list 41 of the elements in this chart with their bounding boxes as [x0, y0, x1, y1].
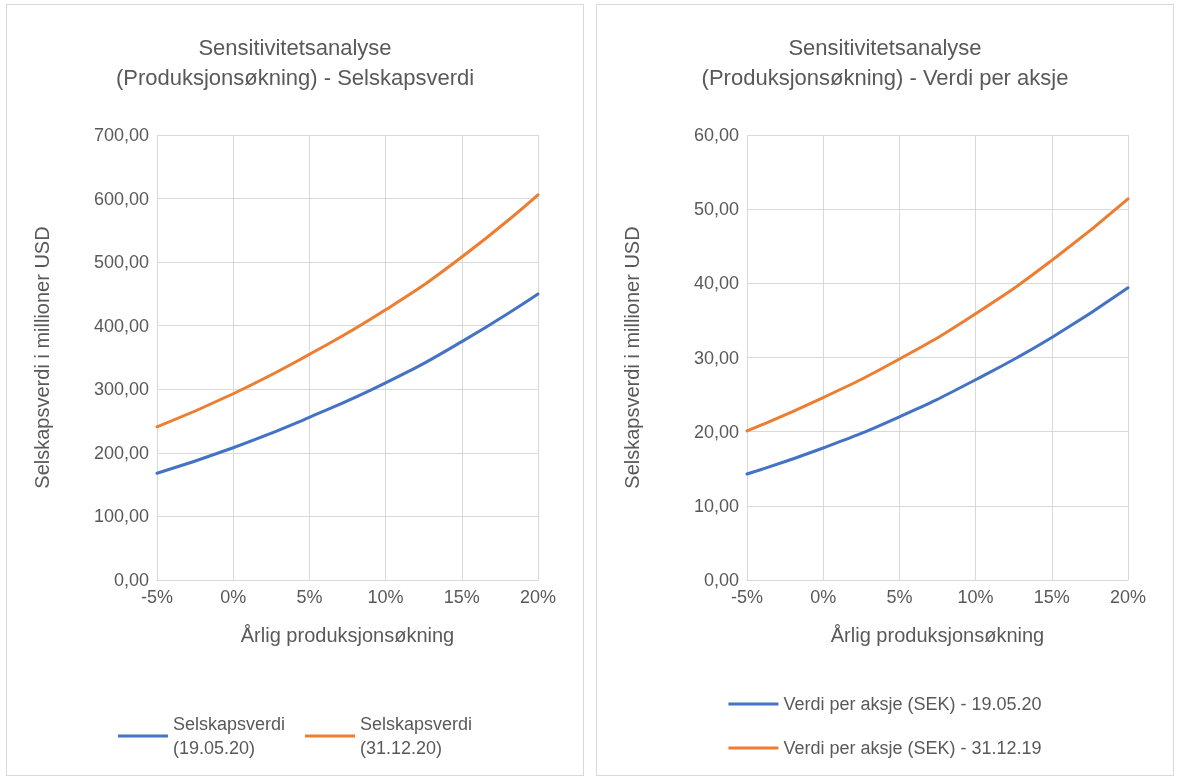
legend-label: Verdi per aksje (SEK) - 31.12.19 — [783, 738, 1042, 758]
x-tick-label: 10% — [957, 587, 994, 607]
y-tick-label: 500,00 — [93, 252, 149, 273]
line-series — [155, 193, 540, 429]
x-tick-label: 15% — [443, 587, 480, 607]
x-tick-label: 5% — [296, 587, 323, 607]
y-tick-label: 700,00 — [93, 125, 149, 145]
x-tick-label: 20% — [519, 587, 557, 607]
y-tick-label: 600,00 — [93, 188, 149, 209]
x-tick-label: 0% — [220, 587, 247, 607]
y-tick-label: 400,00 — [93, 315, 149, 336]
y-tick-label: 0,00 — [703, 570, 739, 590]
x-tick-label: 0% — [810, 587, 837, 607]
legend-label: Selskapsverdi (31.12.20) — [360, 714, 473, 758]
x-tick-label: -5% — [730, 587, 764, 607]
y-tick-label: 0,00 — [113, 570, 149, 590]
x-tick-label: 10% — [367, 587, 404, 607]
y-axis-title: Selskapsverdi i millioner USD — [31, 226, 53, 489]
y-tick-label: 40,00 — [693, 273, 739, 294]
chart-title: Sensitivitetsanalyse (Produksjonsøkning) - Selskapsverdi — [115, 34, 475, 90]
y-tick-label: 10,00 — [693, 495, 739, 516]
y-tick-label: 60,00 — [693, 125, 739, 145]
line-series — [155, 292, 540, 475]
x-tick-label: -5% — [140, 587, 174, 607]
chart-title: Sensitivitetsanalyse (Produksjonsøkning) - Verdi per aksje — [701, 34, 1069, 90]
x-tick-label: 5% — [886, 587, 913, 607]
y-tick-label: 100,00 — [93, 506, 149, 527]
y-tick-label: 50,00 — [693, 199, 739, 220]
y-tick-label: 20,00 — [693, 421, 739, 442]
line-series — [745, 197, 1130, 433]
x-axis-title: Årlig produksjonsøkning — [240, 624, 455, 646]
y-tick-label: 200,00 — [93, 442, 149, 463]
y-tick-label: 30,00 — [693, 347, 739, 368]
y-tick-label: 300,00 — [93, 379, 149, 400]
x-axis-title: Årlig produksjonsøkning — [830, 624, 1045, 646]
y-axis-title: Selskapsverdi i millioner USD — [621, 226, 643, 489]
legend-label: Verdi per aksje (SEK) - 19.05.20 — [783, 694, 1042, 714]
line-series — [745, 286, 1130, 476]
x-tick-label: 15% — [1033, 587, 1070, 607]
x-tick-label: 20% — [1109, 587, 1147, 607]
legend-label: Selskapsverdi (19.05.20) — [172, 714, 286, 758]
